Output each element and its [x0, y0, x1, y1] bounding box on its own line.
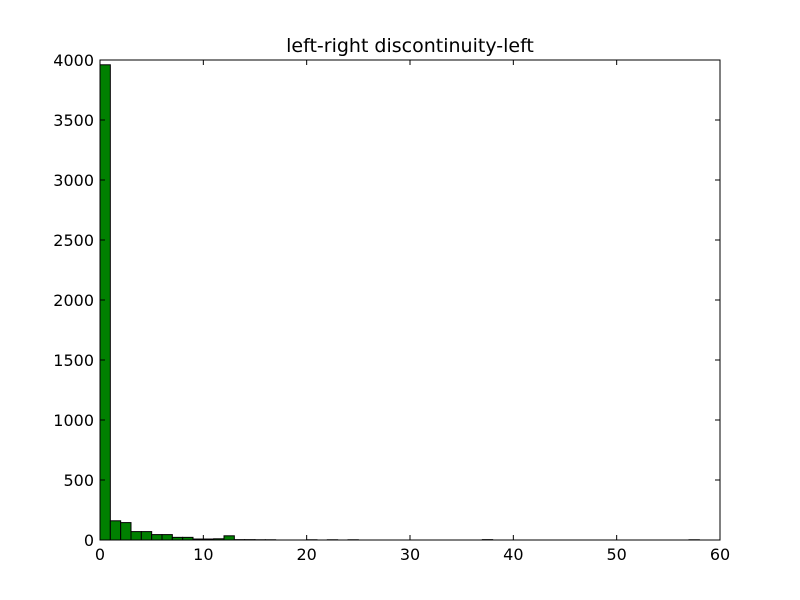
- x-tick-label: 40: [503, 545, 523, 564]
- x-tick-label: 20: [296, 545, 316, 564]
- y-tick-label: 2500: [53, 231, 94, 250]
- y-tick-label: 3000: [53, 171, 94, 190]
- y-tick-label: 3500: [53, 111, 94, 130]
- x-tick-label: 50: [606, 545, 626, 564]
- histogram-bar: [120, 522, 132, 541]
- histogram-bar: [223, 535, 235, 541]
- histogram-bar: [99, 64, 111, 541]
- histogram-bar: [161, 534, 173, 541]
- bars-group: [99, 64, 700, 541]
- plot-frame: [99, 59, 721, 541]
- histogram-bar: [151, 534, 163, 541]
- chart-title: left-right discontinuity-left: [286, 35, 534, 57]
- y-tick-label: 500: [63, 471, 94, 490]
- y-tick-label: 1500: [53, 351, 94, 370]
- y-tick-label: 4000: [53, 51, 94, 70]
- y-tick-label: 2000: [53, 291, 94, 310]
- x-tick-label: 60: [710, 545, 730, 564]
- y-tick-label: 1000: [53, 411, 94, 430]
- x-tick-label: 10: [193, 545, 213, 564]
- y-tick-label: 0: [84, 531, 94, 550]
- axes-group: 0 10 20 30 40 50 60 0 500 1000 1500 2000 2500 3000 350…: [53, 51, 730, 564]
- histogram-bar: [140, 531, 153, 541]
- x-tick-label: 30: [400, 545, 420, 564]
- x-tick-label: 0: [95, 545, 105, 564]
- histogram-bar: [109, 520, 122, 541]
- histogram-bar: [130, 531, 142, 541]
